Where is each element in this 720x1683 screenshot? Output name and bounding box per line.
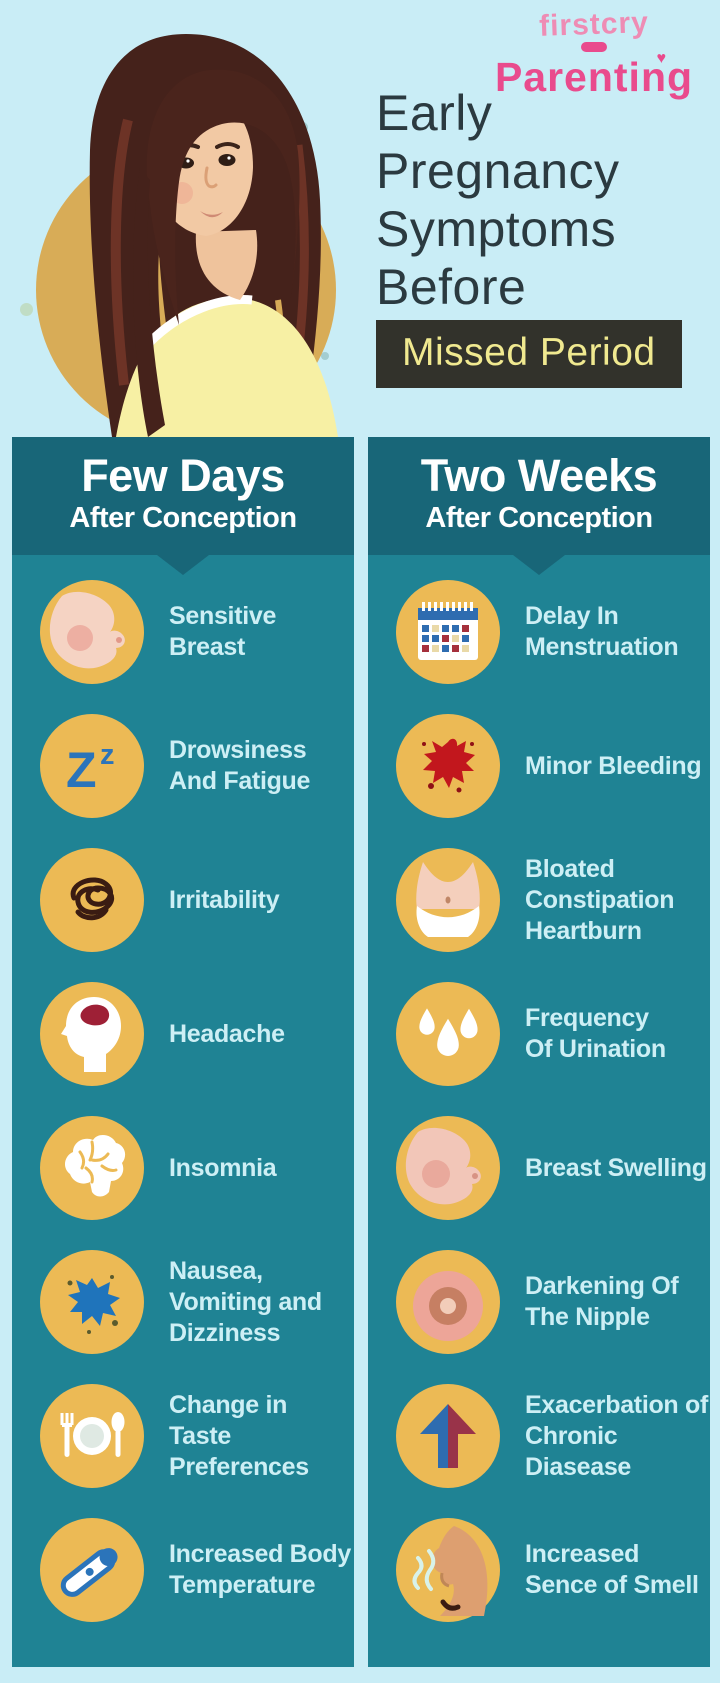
chronic-disease-arrow-icon: [396, 1384, 500, 1488]
brand-com-badge: [581, 42, 607, 52]
taste-cutlery-icon: [40, 1384, 144, 1488]
drowsiness-zz-icon: Z z: [40, 714, 144, 818]
missed-period-badge: Missed Period: [376, 320, 682, 388]
symptom-label: Frequency Of Urination: [525, 1004, 666, 1063]
symptom-label: Drowsiness And Fatigue: [169, 736, 311, 795]
decorative-dot: [20, 303, 33, 316]
list-item: Increased Sence of Smell: [368, 1503, 710, 1637]
smell-nose-icon: [396, 1518, 500, 1622]
list-item: Nausea, Vomiting and Dizziness: [12, 1235, 354, 1369]
symptom-label: Darkening Of The Nipple: [525, 1272, 679, 1331]
calendar-icon: [396, 580, 500, 684]
symptom-label: Insomnia: [169, 1153, 277, 1182]
column-two-weeks: Two Weeks After Conception: [368, 437, 710, 1667]
brand-firstcry: firstcry: [538, 6, 650, 43]
list-item: Delay In Menstruation: [368, 565, 710, 699]
brand-parenting-text: Parenting: [494, 54, 694, 100]
list-item: Breast Swelling: [368, 1101, 710, 1235]
page-title: Early Pregnancy Symptoms Before: [376, 84, 620, 316]
symptom-label: Irritability: [169, 885, 280, 914]
brand-parenting: Parenting ♥: [484, 51, 704, 100]
list-item: Irritability: [12, 833, 354, 967]
column-few-days: Few Days After Conception Sensitive Brea…: [12, 437, 354, 1667]
column-header: Few Days After Conception: [12, 437, 354, 555]
list-item: Exacerbation of Chronic Diasease: [368, 1369, 710, 1503]
list-item: Sensitive Breast: [12, 565, 354, 699]
list-item: Insomnia: [12, 1101, 354, 1235]
breast-swelling-icon: [396, 1116, 500, 1220]
title-line: Symptoms: [376, 201, 617, 257]
heart-icon: ♥: [656, 50, 667, 67]
decorative-dot: [321, 352, 329, 360]
nausea-splatter-icon: [40, 1250, 144, 1354]
symptom-label: Headache: [169, 1019, 285, 1048]
symptom-label: Increased Body Temperature: [169, 1540, 351, 1599]
headache-head-icon: [40, 982, 144, 1086]
column-title: Two Weeks: [420, 450, 658, 501]
symptom-label: Increased Sence of Smell: [525, 1540, 699, 1599]
bleeding-splatter-icon: [396, 714, 500, 818]
symptom-label: Sensitive Breast: [169, 602, 277, 661]
column-subtitle: After Conception: [425, 502, 653, 534]
column-header: Two Weeks After Conception: [368, 437, 710, 555]
sensitive-breast-icon: [40, 580, 144, 684]
list-item: Headache: [12, 967, 354, 1101]
symptom-label: Exacerbation of Chronic Diasease: [525, 1390, 709, 1481]
symptom-list: Delay In Menstruation Minor Bleeding: [368, 555, 710, 1637]
list-item: Increased Body Temperature: [12, 1503, 354, 1637]
irritability-scribble-icon: [40, 848, 144, 952]
list-item: Darkening Of The Nipple: [368, 1235, 710, 1369]
thermometer-icon: [40, 1518, 144, 1622]
title-line: Early: [376, 85, 493, 141]
nipple-icon: [396, 1250, 500, 1354]
svg-text:Z: Z: [66, 742, 97, 798]
column-subtitle: After Conception: [69, 502, 297, 534]
list-item: Minor Bleeding: [368, 699, 710, 833]
header-notch: [513, 555, 565, 575]
symptom-label: Breast Swelling: [525, 1153, 707, 1182]
symptom-label: Minor Bleeding: [525, 751, 702, 780]
svg-text:z: z: [100, 739, 115, 771]
symptom-columns: Few Days After Conception Sensitive Brea…: [12, 437, 710, 1667]
column-title: Few Days: [81, 450, 285, 501]
list-item: Change in Taste Preferences: [12, 1369, 354, 1503]
symptom-label: Delay In Menstruation: [525, 602, 679, 661]
title-line: Before: [376, 259, 527, 315]
brand-logo: firstcry Parenting ♥: [484, 6, 704, 100]
bloated-belly-icon: [396, 848, 500, 952]
woman-portrait-svg: [36, 34, 338, 440]
symptom-label: Change in Taste Preferences: [169, 1390, 309, 1481]
symptom-label: Nausea, Vomiting and Dizziness: [169, 1256, 322, 1347]
header-notch: [157, 555, 209, 575]
list-item: Bloated Constipation Heartburn: [368, 833, 710, 967]
title-line: Pregnancy: [376, 143, 620, 199]
list-item: Z z Drowsiness And Fatigue: [12, 699, 354, 833]
insomnia-brain-icon: [40, 1116, 144, 1220]
woman-illustration: [0, 0, 360, 440]
urination-drops-icon: [396, 982, 500, 1086]
symptom-label: Bloated Constipation Heartburn: [525, 854, 675, 945]
symptom-list: Sensitive Breast Z z Drowsiness And Fati…: [12, 555, 354, 1637]
list-item: Frequency Of Urination: [368, 967, 710, 1101]
